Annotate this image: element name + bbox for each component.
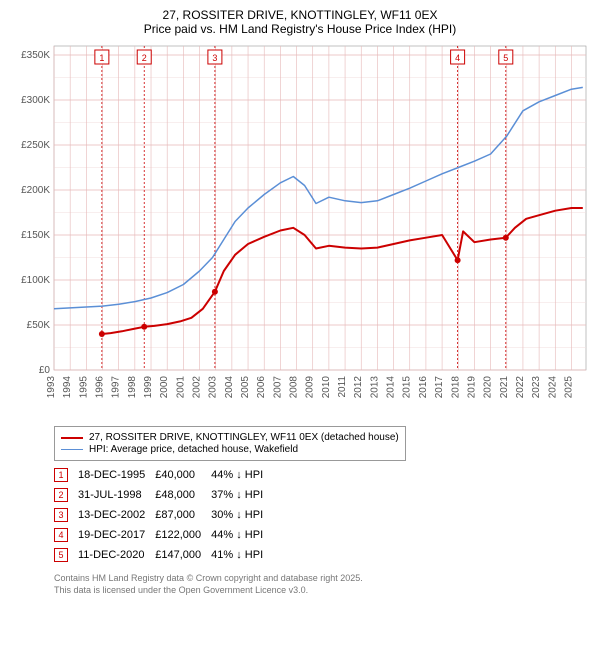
x-axis-tick-label: 2007 xyxy=(272,376,283,399)
sale-price: £147,000 xyxy=(155,545,211,565)
x-axis-tick-label: 2013 xyxy=(369,376,380,399)
x-axis-tick-label: 2017 xyxy=(434,376,445,399)
title-line-1: 27, ROSSITER DRIVE, KNOTTINGLEY, WF11 0E… xyxy=(8,8,592,22)
marker-badge: 3 xyxy=(54,508,68,522)
marker-number: 5 xyxy=(503,53,508,63)
x-axis-tick-label: 2009 xyxy=(305,376,316,399)
y-axis-tick-label: £350K xyxy=(21,50,50,61)
footer-line-2: This data is licensed under the Open Gov… xyxy=(54,585,592,597)
x-axis-tick-label: 2005 xyxy=(240,376,251,399)
marker-number: 2 xyxy=(142,53,147,63)
sale-date: 11-DEC-2020 xyxy=(78,545,155,565)
x-axis-tick-label: 2011 xyxy=(337,376,348,398)
x-axis-tick-label: 2000 xyxy=(159,376,170,399)
x-axis-tick-label: 2018 xyxy=(450,376,461,399)
title-line-2: Price paid vs. HM Land Registry's House … xyxy=(8,22,592,36)
x-axis-tick-label: 2024 xyxy=(547,376,558,399)
marker-badge: 4 xyxy=(54,528,68,542)
sale-date: 18-DEC-1995 xyxy=(78,465,155,485)
sale-price: £87,000 xyxy=(155,505,211,525)
table-row: 3 13-DEC-2002£87,00030% ↓ HPI xyxy=(54,505,273,525)
legend-label: HPI: Average price, detached house, Wake… xyxy=(89,444,298,455)
x-axis-tick-label: 2006 xyxy=(256,376,267,399)
x-axis-tick-label: 2016 xyxy=(418,376,429,399)
footer: Contains HM Land Registry data © Crown c… xyxy=(54,573,592,596)
sale-delta: 30% ↓ HPI xyxy=(211,505,273,525)
table-row: 4 19-DEC-2017£122,00044% ↓ HPI xyxy=(54,525,273,545)
x-axis-tick-label: 2019 xyxy=(466,376,477,399)
x-axis-tick-label: 1999 xyxy=(143,376,154,399)
x-axis-tick-label: 2014 xyxy=(386,376,397,399)
x-axis-tick-label: 2012 xyxy=(353,376,364,399)
y-axis-tick-label: £250K xyxy=(21,140,50,151)
x-axis-tick-label: 2021 xyxy=(499,376,510,399)
y-axis-tick-label: £0 xyxy=(39,365,51,376)
sale-price: £48,000 xyxy=(155,485,211,505)
x-axis-tick-label: 2003 xyxy=(208,376,219,399)
x-axis-tick-label: 2002 xyxy=(192,376,203,399)
table-row: 2 31-JUL-1998£48,00037% ↓ HPI xyxy=(54,485,273,505)
x-axis-tick-label: 2023 xyxy=(531,376,542,399)
x-axis-tick-label: 2022 xyxy=(515,376,526,399)
y-axis-tick-label: £150K xyxy=(21,230,50,241)
marker-badge: 2 xyxy=(54,488,68,502)
chart-svg: £0 £50K £100K £150K £200K £250K £300K £350K 1993… xyxy=(8,40,592,420)
legend: 27, ROSSITER DRIVE, KNOTTINGLEY, WF11 0E… xyxy=(54,426,406,461)
chart-title-block: 27, ROSSITER DRIVE, KNOTTINGLEY, WF11 0E… xyxy=(8,8,592,36)
marker-number: 4 xyxy=(455,53,460,63)
x-axis-tick-label: 1993 xyxy=(46,376,57,399)
legend-label: 27, ROSSITER DRIVE, KNOTTINGLEY, WF11 0E… xyxy=(89,432,399,443)
legend-swatch xyxy=(61,437,83,439)
sale-delta: 41% ↓ HPI xyxy=(211,545,273,565)
marker-badge: 5 xyxy=(54,548,68,562)
x-axis-tick-label: 2020 xyxy=(483,376,494,399)
table-row: 1 18-DEC-1995£40,00044% ↓ HPI xyxy=(54,465,273,485)
y-axis-tick-label: £50K xyxy=(27,320,51,331)
x-axis-tick-label: 2004 xyxy=(224,376,235,399)
sale-delta: 44% ↓ HPI xyxy=(211,525,273,545)
legend-item: HPI: Average price, detached house, Wake… xyxy=(61,444,399,455)
marker-badge: 1 xyxy=(54,468,68,482)
legend-item: 27, ROSSITER DRIVE, KNOTTINGLEY, WF11 0E… xyxy=(61,432,399,443)
sale-date: 13-DEC-2002 xyxy=(78,505,155,525)
x-axis-tick-label: 2025 xyxy=(563,376,574,399)
sale-date: 19-DEC-2017 xyxy=(78,525,155,545)
x-axis-tick-label: 2015 xyxy=(402,376,413,399)
page-container: 27, ROSSITER DRIVE, KNOTTINGLEY, WF11 0E… xyxy=(0,0,600,650)
x-axis-tick-label: 1994 xyxy=(62,376,73,399)
chart-area: £0 £50K £100K £150K £200K £250K £300K £350K 1993… xyxy=(8,40,592,420)
x-axis-tick-label: 1996 xyxy=(95,376,106,399)
x-axis-tick-label: 2001 xyxy=(175,376,186,399)
y-axis-tick-label: £300K xyxy=(21,95,50,106)
sales-table: 118-DEC-1995£40,00044% ↓ HPI231-JUL-1998… xyxy=(54,465,273,565)
y-axis-tick-label: £100K xyxy=(21,275,50,286)
x-axis-tick-label: 1995 xyxy=(78,376,89,399)
x-axis-tick-label: 2008 xyxy=(289,376,300,399)
marker-number: 3 xyxy=(212,53,217,63)
sale-delta: 37% ↓ HPI xyxy=(211,485,273,505)
marker-number: 1 xyxy=(99,53,104,63)
y-axis-tick-label: £200K xyxy=(21,185,50,196)
legend-swatch xyxy=(61,449,83,450)
sale-price: £122,000 xyxy=(155,525,211,545)
x-axis-tick-label: 1998 xyxy=(127,376,138,399)
footer-line-1: Contains HM Land Registry data © Crown c… xyxy=(54,573,592,585)
table-row: 5 11-DEC-2020£147,00041% ↓ HPI xyxy=(54,545,273,565)
sale-delta: 44% ↓ HPI xyxy=(211,465,273,485)
x-axis-tick-label: 1997 xyxy=(111,376,122,399)
x-axis-tick-label: 2010 xyxy=(321,376,332,399)
sale-date: 31-JUL-1998 xyxy=(78,485,155,505)
sale-price: £40,000 xyxy=(155,465,211,485)
